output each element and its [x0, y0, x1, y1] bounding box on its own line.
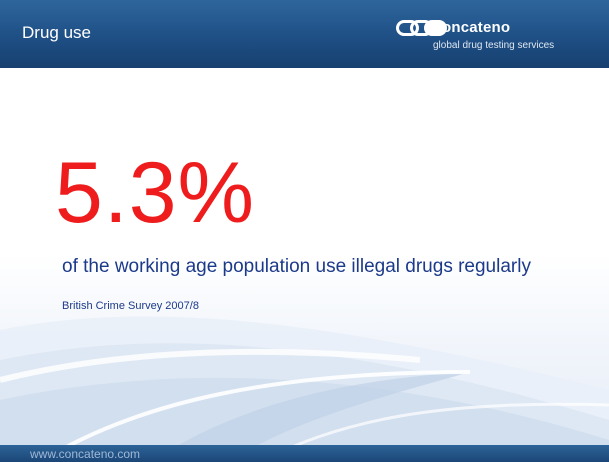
header-bar: Drug use oncateno global drug testing se… [0, 0, 609, 68]
logo-wordmark: oncateno [442, 19, 511, 36]
statistic-description: of the working age population use illega… [62, 256, 531, 277]
chain-links-logo-icon [396, 20, 447, 36]
brand-logo: oncateno global drug testing services [396, 17, 596, 61]
statistic-value: 5.3% [55, 145, 256, 241]
slide-title: Drug use [22, 23, 91, 42]
statistic-source: British Crime Survey 2007/8 [62, 300, 199, 312]
logo-tagline: global drug testing services [433, 40, 555, 51]
footer-url: www.concateno.com [30, 447, 141, 461]
footer-bar: www.concateno.com [0, 445, 609, 462]
